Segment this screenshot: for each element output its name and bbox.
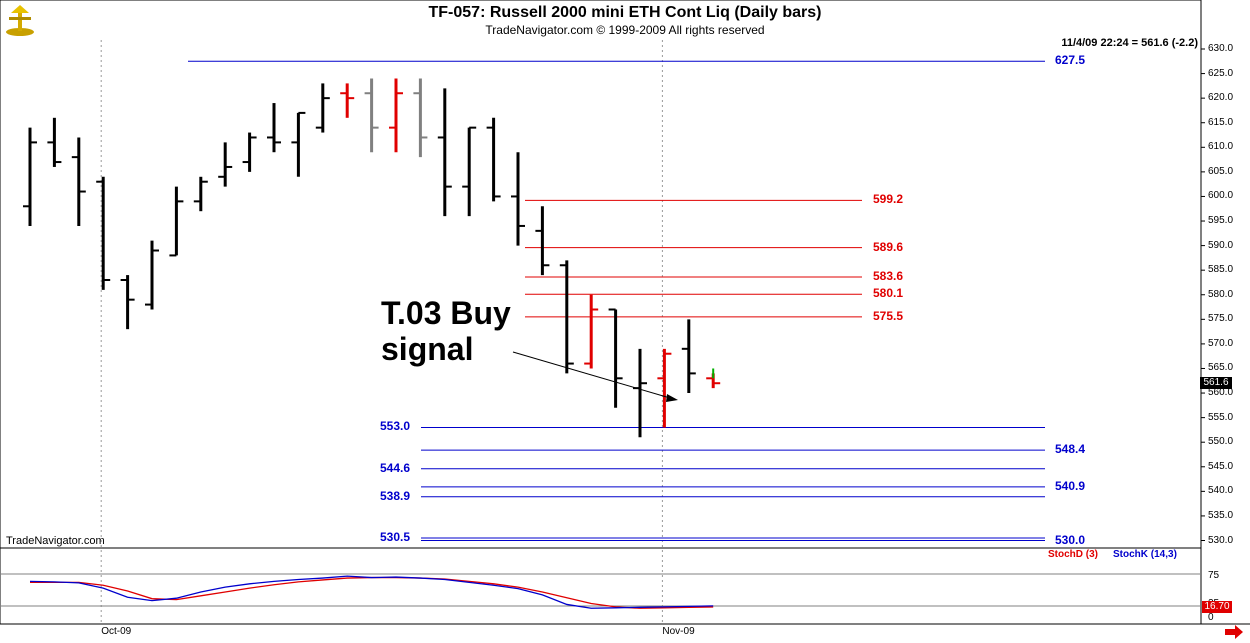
ohlc-bar [608,308,623,408]
price-tick-label: 620.0 [1208,92,1234,104]
month-grid [100,40,663,624]
signal-annotation-line1: T.03 Buy [381,295,511,331]
price-axis [1201,48,1205,541]
stoch-value-badge: 16.70 [1202,601,1232,613]
level-label-553.0: 553.0 [380,419,411,434]
ohlc-bar [71,137,86,226]
price-readout: 11/4/09 22:24 = 561.6 (-2.2) [1061,37,1198,49]
fibonacci-levels [188,60,1045,541]
price-tick-label: 565.0 [1208,362,1234,374]
price-tick-label: 560.0 [1208,387,1234,399]
ohlc-bar [437,88,452,217]
ohlc-bar [169,186,184,257]
stoch-tick-75: 75 [1208,570,1220,581]
signal-annotation: T.03 Buy signal [381,295,511,367]
last-price-badge: 561.6 [1200,377,1232,389]
chart-subtitle: TradeNavigator.com © 1999-2009 All right… [485,23,765,37]
stochastic-panel [0,573,1201,609]
ohlc-bar [681,319,696,394]
ohlc-bar [96,176,111,290]
ohlc-bar [657,348,672,428]
signal-annotation-line2: signal [381,331,474,367]
ohlc-bar [486,117,501,202]
level-label-530.5: 530.5 [380,530,411,545]
ohlc-bar [340,83,355,118]
ohlc-bar [535,206,550,276]
chart-frame [0,0,1250,625]
ohlc-bar [193,176,208,212]
price-tick-label: 540.0 [1208,485,1234,497]
price-tick-label: 550.0 [1208,436,1234,448]
level-label-538.9: 538.9 [380,488,411,503]
stochd-legend: StochD (3) [1048,549,1098,560]
ohlc-bar [291,111,306,177]
level-label-627.5: 627.5 [1055,53,1086,68]
stochd-line [30,576,714,609]
ohlc-bars [23,78,721,438]
ohlc-bar [218,142,233,187]
ohlc-bar [389,78,403,153]
ohlc-bar [47,117,62,167]
level-label-530.0: 530.0 [1055,532,1086,547]
level-label-583.6: 583.6 [873,269,904,284]
ohlc-bar [315,83,330,133]
ohlc-bar [145,240,159,310]
ohlc-bar [242,132,257,172]
price-tick-label: 625.0 [1208,67,1234,79]
stoch-tick-0: 0 [1208,612,1214,623]
date-label: Oct-09 [101,626,132,637]
ohlc-bar [511,152,525,246]
price-tick-label: 610.0 [1208,141,1234,153]
stochk-legend: StochK (14,3) [1113,549,1177,560]
level-label-575.5: 575.5 [873,308,904,323]
price-tick-label: 530.0 [1208,534,1234,546]
signal-arrow [512,351,678,402]
level-label-540.9: 540.9 [1055,478,1086,493]
price-tick-label: 600.0 [1208,190,1234,202]
ohlc-bar [120,275,135,330]
price-tick-label: 595.0 [1208,215,1234,227]
scroll-right-arrow-icon[interactable] [1224,625,1244,639]
ohlc-bar [584,294,599,369]
date-label: Nov-09 [662,626,695,637]
ohlc-bar [23,127,37,226]
watermark: TradeNavigator.com [6,535,105,547]
trade-navigator-logo [3,3,37,37]
ohlc-bar [633,348,647,438]
level-label-589.6: 589.6 [873,239,904,254]
price-tick-label: 590.0 [1208,239,1234,251]
ohlc-bar [462,126,477,217]
price-tick-label: 575.0 [1208,313,1234,325]
level-label-548.4: 548.4 [1055,442,1086,457]
stochk-line [29,575,714,609]
price-tick-label: 605.0 [1208,165,1234,177]
level-label-580.1: 580.1 [873,286,904,301]
level-label-599.2: 599.2 [873,192,904,207]
level-label-544.6: 544.6 [380,460,411,475]
price-tick-label: 570.0 [1208,337,1234,349]
price-tick-label: 545.0 [1208,460,1234,472]
price-tick-label: 630.0 [1208,43,1234,54]
price-tick-label: 585.0 [1208,264,1234,276]
ohlc-bar [364,78,379,153]
ohlc-bar [267,103,281,153]
price-tick-label: 580.0 [1208,288,1234,300]
chart-title: TF-057: Russell 2000 mini ETH Cont Liq (… [428,4,822,21]
price-tick-label: 555.0 [1208,411,1234,423]
ohlc-bar [413,78,428,158]
ohlc-bar [559,260,574,374]
price-tick-label: 535.0 [1208,509,1234,521]
price-tick-label: 615.0 [1208,116,1234,128]
